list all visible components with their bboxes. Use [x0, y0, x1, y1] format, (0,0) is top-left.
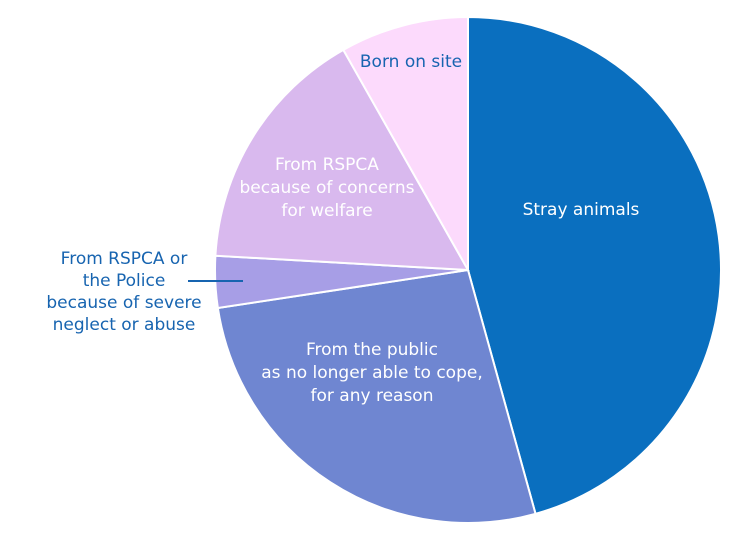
slice-label-line: because of concerns	[240, 178, 415, 198]
pie-slice-2	[216, 268, 537, 524]
slice-label-line: Stray animals	[523, 200, 640, 220]
pie-slice-1	[467, 15, 722, 516]
slice-label-line: Born on site	[360, 52, 462, 72]
pie-labels: Stray animals From the public as no longer…	[46, 52, 639, 406]
slice-label-line: From RSPCA or	[61, 249, 188, 269]
slice-label-line: the Police	[83, 271, 166, 291]
pie-slice-4	[214, 48, 470, 272]
pie-slice-5	[341, 15, 469, 274]
slice-label-line: because of severe	[46, 293, 201, 313]
slice-label-4: From RSPCA because of concerns for welfare	[240, 155, 415, 221]
slice-label-line: for welfare	[281, 201, 372, 221]
pie-slices	[213, 15, 722, 524]
slice-label-3: From RSPCA or the Police because of severe…	[46, 249, 201, 335]
slice-label-line: From RSPCA	[275, 155, 379, 175]
slice-label-line: as no longer able to cope,	[261, 363, 482, 383]
slice-label-line: for any reason	[311, 386, 434, 406]
slice-label-5: Born on site	[360, 52, 462, 72]
slice-label-line: From the public	[306, 340, 438, 360]
slice-label-2: From the public as no longer able to cope…	[261, 340, 482, 406]
slice-label-line: neglect or abuse	[53, 315, 196, 335]
slice-label-1: Stray animals	[523, 200, 640, 220]
